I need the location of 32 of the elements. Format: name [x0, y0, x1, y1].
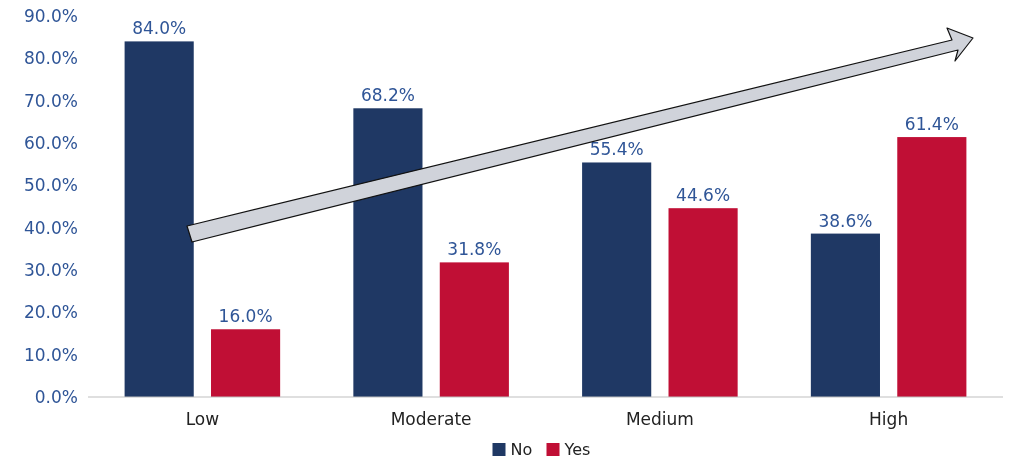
y-tick-label: 0.0%: [34, 386, 78, 407]
y-tick-label: 60.0%: [23, 132, 78, 153]
bar: [582, 162, 652, 397]
data-label: 31.8%: [447, 239, 502, 260]
data-label: 55.4%: [589, 139, 644, 160]
bar: [810, 233, 880, 397]
y-tick-label: 30.0%: [23, 259, 78, 280]
data-label: 61.4%: [904, 114, 959, 135]
y-tick-label: 10.0%: [23, 344, 78, 365]
bar: [668, 208, 738, 397]
bar: [124, 41, 194, 397]
data-label: 38.6%: [818, 210, 873, 231]
x-tick-label: Moderate: [390, 409, 472, 429]
data-label: 16.0%: [218, 306, 273, 327]
x-tick-label: High: [869, 409, 909, 429]
legend-label: No: [510, 440, 533, 459]
legend-label: Yes: [563, 440, 591, 459]
bar: [211, 329, 281, 397]
bar: [897, 137, 967, 397]
bar: [353, 108, 423, 397]
x-tick-label: Low: [185, 409, 220, 429]
bar: [439, 262, 509, 397]
y-tick-label: 50.0%: [23, 175, 78, 196]
y-tick-label: 40.0%: [23, 217, 78, 238]
y-tick-label: 20.0%: [23, 302, 78, 323]
x-tick-label: Medium: [625, 409, 694, 429]
data-label: 44.6%: [676, 185, 731, 206]
y-tick-label: 80.0%: [23, 48, 78, 69]
y-tick-label: 90.0%: [23, 5, 78, 26]
y-tick-label: 70.0%: [23, 90, 78, 111]
data-label: 84.0%: [132, 18, 187, 39]
data-label: 68.2%: [360, 85, 415, 106]
